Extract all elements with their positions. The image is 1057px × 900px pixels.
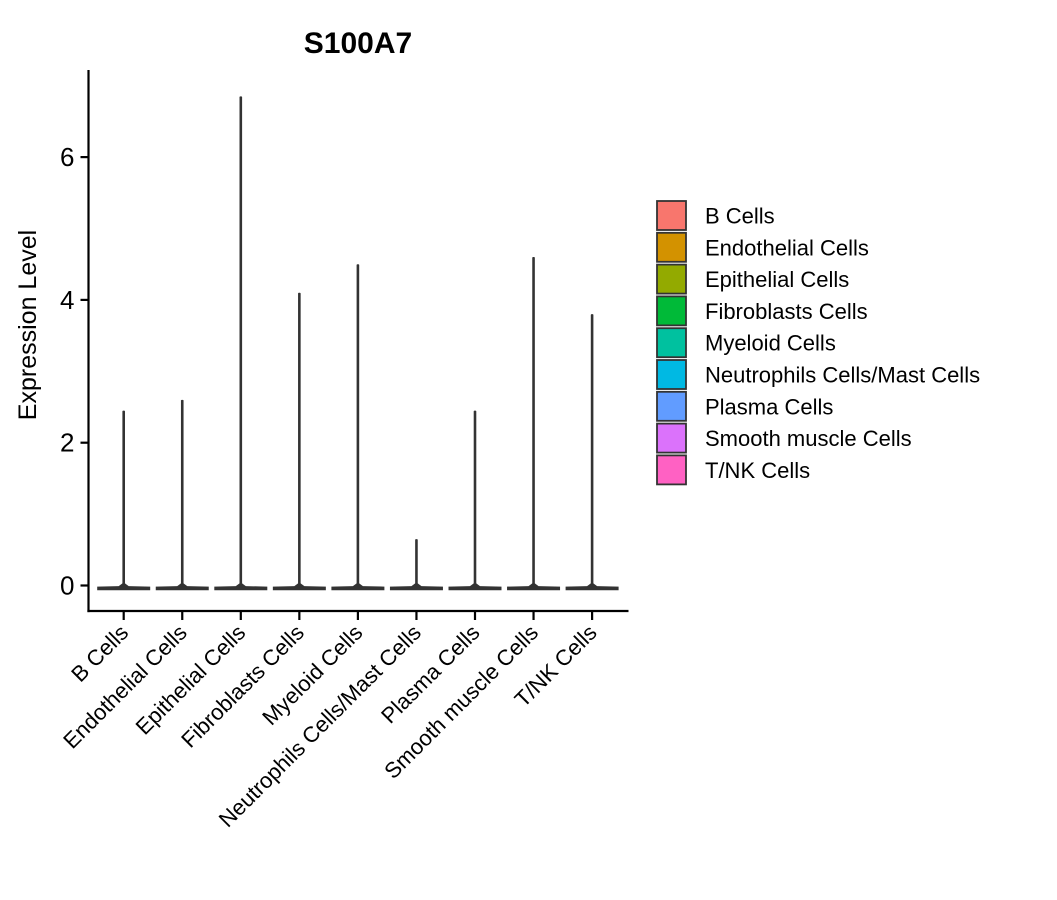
legend-label: B Cells [705, 204, 775, 229]
y-tick-label: 0 [60, 571, 74, 601]
legend-item: Endothelial Cells [656, 231, 869, 263]
violin [97, 410, 151, 591]
legend-item: Epithelial Cells [656, 263, 849, 295]
legend-label: Neutrophils Cells/Mast Cells [705, 363, 980, 388]
violin-base [565, 583, 619, 591]
chart-title: S100A7 [304, 27, 412, 60]
legend-swatch [656, 390, 687, 422]
legend-label: Smooth muscle Cells [705, 426, 912, 451]
violin-tail-spike [122, 410, 125, 585]
legend-label: Epithelial Cells [705, 267, 849, 292]
legend-swatch [656, 231, 687, 263]
violin-base [448, 583, 502, 591]
violin [331, 264, 385, 591]
legend-swatch [656, 263, 687, 295]
legend-label: Endothelial Cells [705, 235, 869, 260]
y-tick-label: 4 [60, 285, 74, 315]
violin-base [214, 583, 268, 591]
violin [389, 539, 443, 591]
violin-tail-spike [298, 292, 301, 585]
violin [507, 257, 561, 591]
violin-tail-spike [415, 539, 418, 585]
legend-swatch [656, 454, 687, 486]
y-tick-label: 6 [60, 142, 74, 172]
legend-item: Plasma Cells [656, 390, 833, 422]
violin [565, 314, 619, 591]
violin-base [331, 583, 385, 591]
legend-swatch [656, 359, 687, 390]
y-tick-label: 2 [60, 428, 74, 458]
legend: B Cells Endothelial Cells Epithelial Cells… [656, 200, 980, 486]
violin-series [97, 96, 619, 591]
legend-label: Fibroblasts Cells [705, 299, 868, 324]
legend-swatch [656, 295, 687, 327]
violin-base [389, 583, 443, 591]
y-axis-title: Expression Level [14, 230, 42, 420]
violin [448, 410, 502, 591]
legend-swatch [656, 200, 687, 231]
violin-tail-spike [473, 410, 477, 585]
legend-swatch [656, 422, 687, 454]
violin-base [97, 583, 151, 591]
violin-tail-spike [590, 314, 594, 585]
legend-item: B Cells [656, 200, 775, 231]
y-axis: 0 2 4 6 [60, 70, 90, 613]
legend-label: T/NK Cells [705, 458, 810, 483]
violin-tail-spike [239, 96, 243, 585]
violin-base [272, 583, 326, 591]
violin-base [155, 583, 209, 591]
violin [155, 399, 209, 591]
violin-base [507, 583, 561, 591]
legend-label: Plasma Cells [705, 394, 833, 419]
legend-item: Fibroblasts Cells [656, 295, 868, 327]
violin-tail-spike [180, 399, 184, 585]
legend-item: T/NK Cells [656, 454, 810, 486]
legend-item: Myeloid Cells [656, 327, 836, 359]
violin [272, 292, 326, 591]
violin [214, 96, 268, 591]
legend-item: Neutrophils Cells/Mast Cells [656, 359, 980, 390]
legend-item: Smooth muscle Cells [656, 422, 912, 454]
violin-tail-spike [356, 264, 360, 585]
violin-tail-spike [532, 257, 535, 585]
legend-label: Myeloid Cells [705, 331, 836, 356]
legend-swatch [656, 327, 687, 359]
